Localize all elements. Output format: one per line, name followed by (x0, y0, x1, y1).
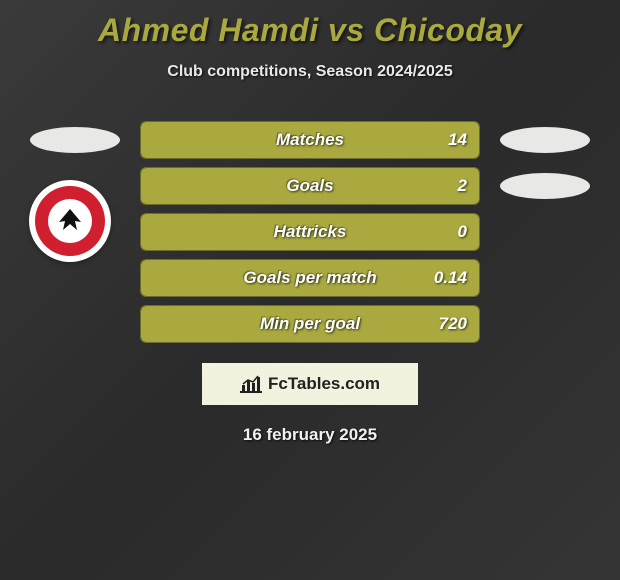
stat-value: 0.14 (434, 260, 467, 296)
player-right-oval (500, 127, 590, 153)
club-badge-inner (35, 186, 105, 256)
stat-bar: Matches14 (140, 121, 480, 159)
eagle-icon (53, 206, 87, 236)
club-badge-center (48, 199, 92, 243)
page-subtitle: Club competitions, Season 2024/2025 (0, 63, 620, 81)
stat-value: 2 (458, 168, 467, 204)
stat-row: Min per goal720 (0, 305, 620, 343)
stat-bar: Goals2 (140, 167, 480, 205)
stat-label: Matches (141, 122, 479, 158)
brand-text: FcTables.com (268, 374, 380, 394)
stat-label: Hattricks (141, 214, 479, 250)
stat-value: 720 (439, 306, 467, 342)
chart-icon (240, 375, 262, 393)
stat-row: Matches14 (0, 121, 620, 159)
club-badge-left (29, 180, 111, 262)
stat-label: Goals per match (141, 260, 479, 296)
stat-value: 0 (458, 214, 467, 250)
stat-label: Goals (141, 168, 479, 204)
page-title: Ahmed Hamdi vs Chicoday (0, 12, 620, 49)
player-left-oval (30, 127, 120, 153)
stat-bar: Hattricks0 (140, 213, 480, 251)
stat-value: 14 (448, 122, 467, 158)
stat-bar: Min per goal720 (140, 305, 480, 343)
stat-row: Goals per match0.14 (0, 259, 620, 297)
date-text: 16 february 2025 (0, 425, 620, 445)
stat-label: Min per goal (141, 306, 479, 342)
player-right-oval (500, 173, 590, 199)
brand-badge: FcTables.com (202, 363, 418, 405)
stat-bar: Goals per match0.14 (140, 259, 480, 297)
